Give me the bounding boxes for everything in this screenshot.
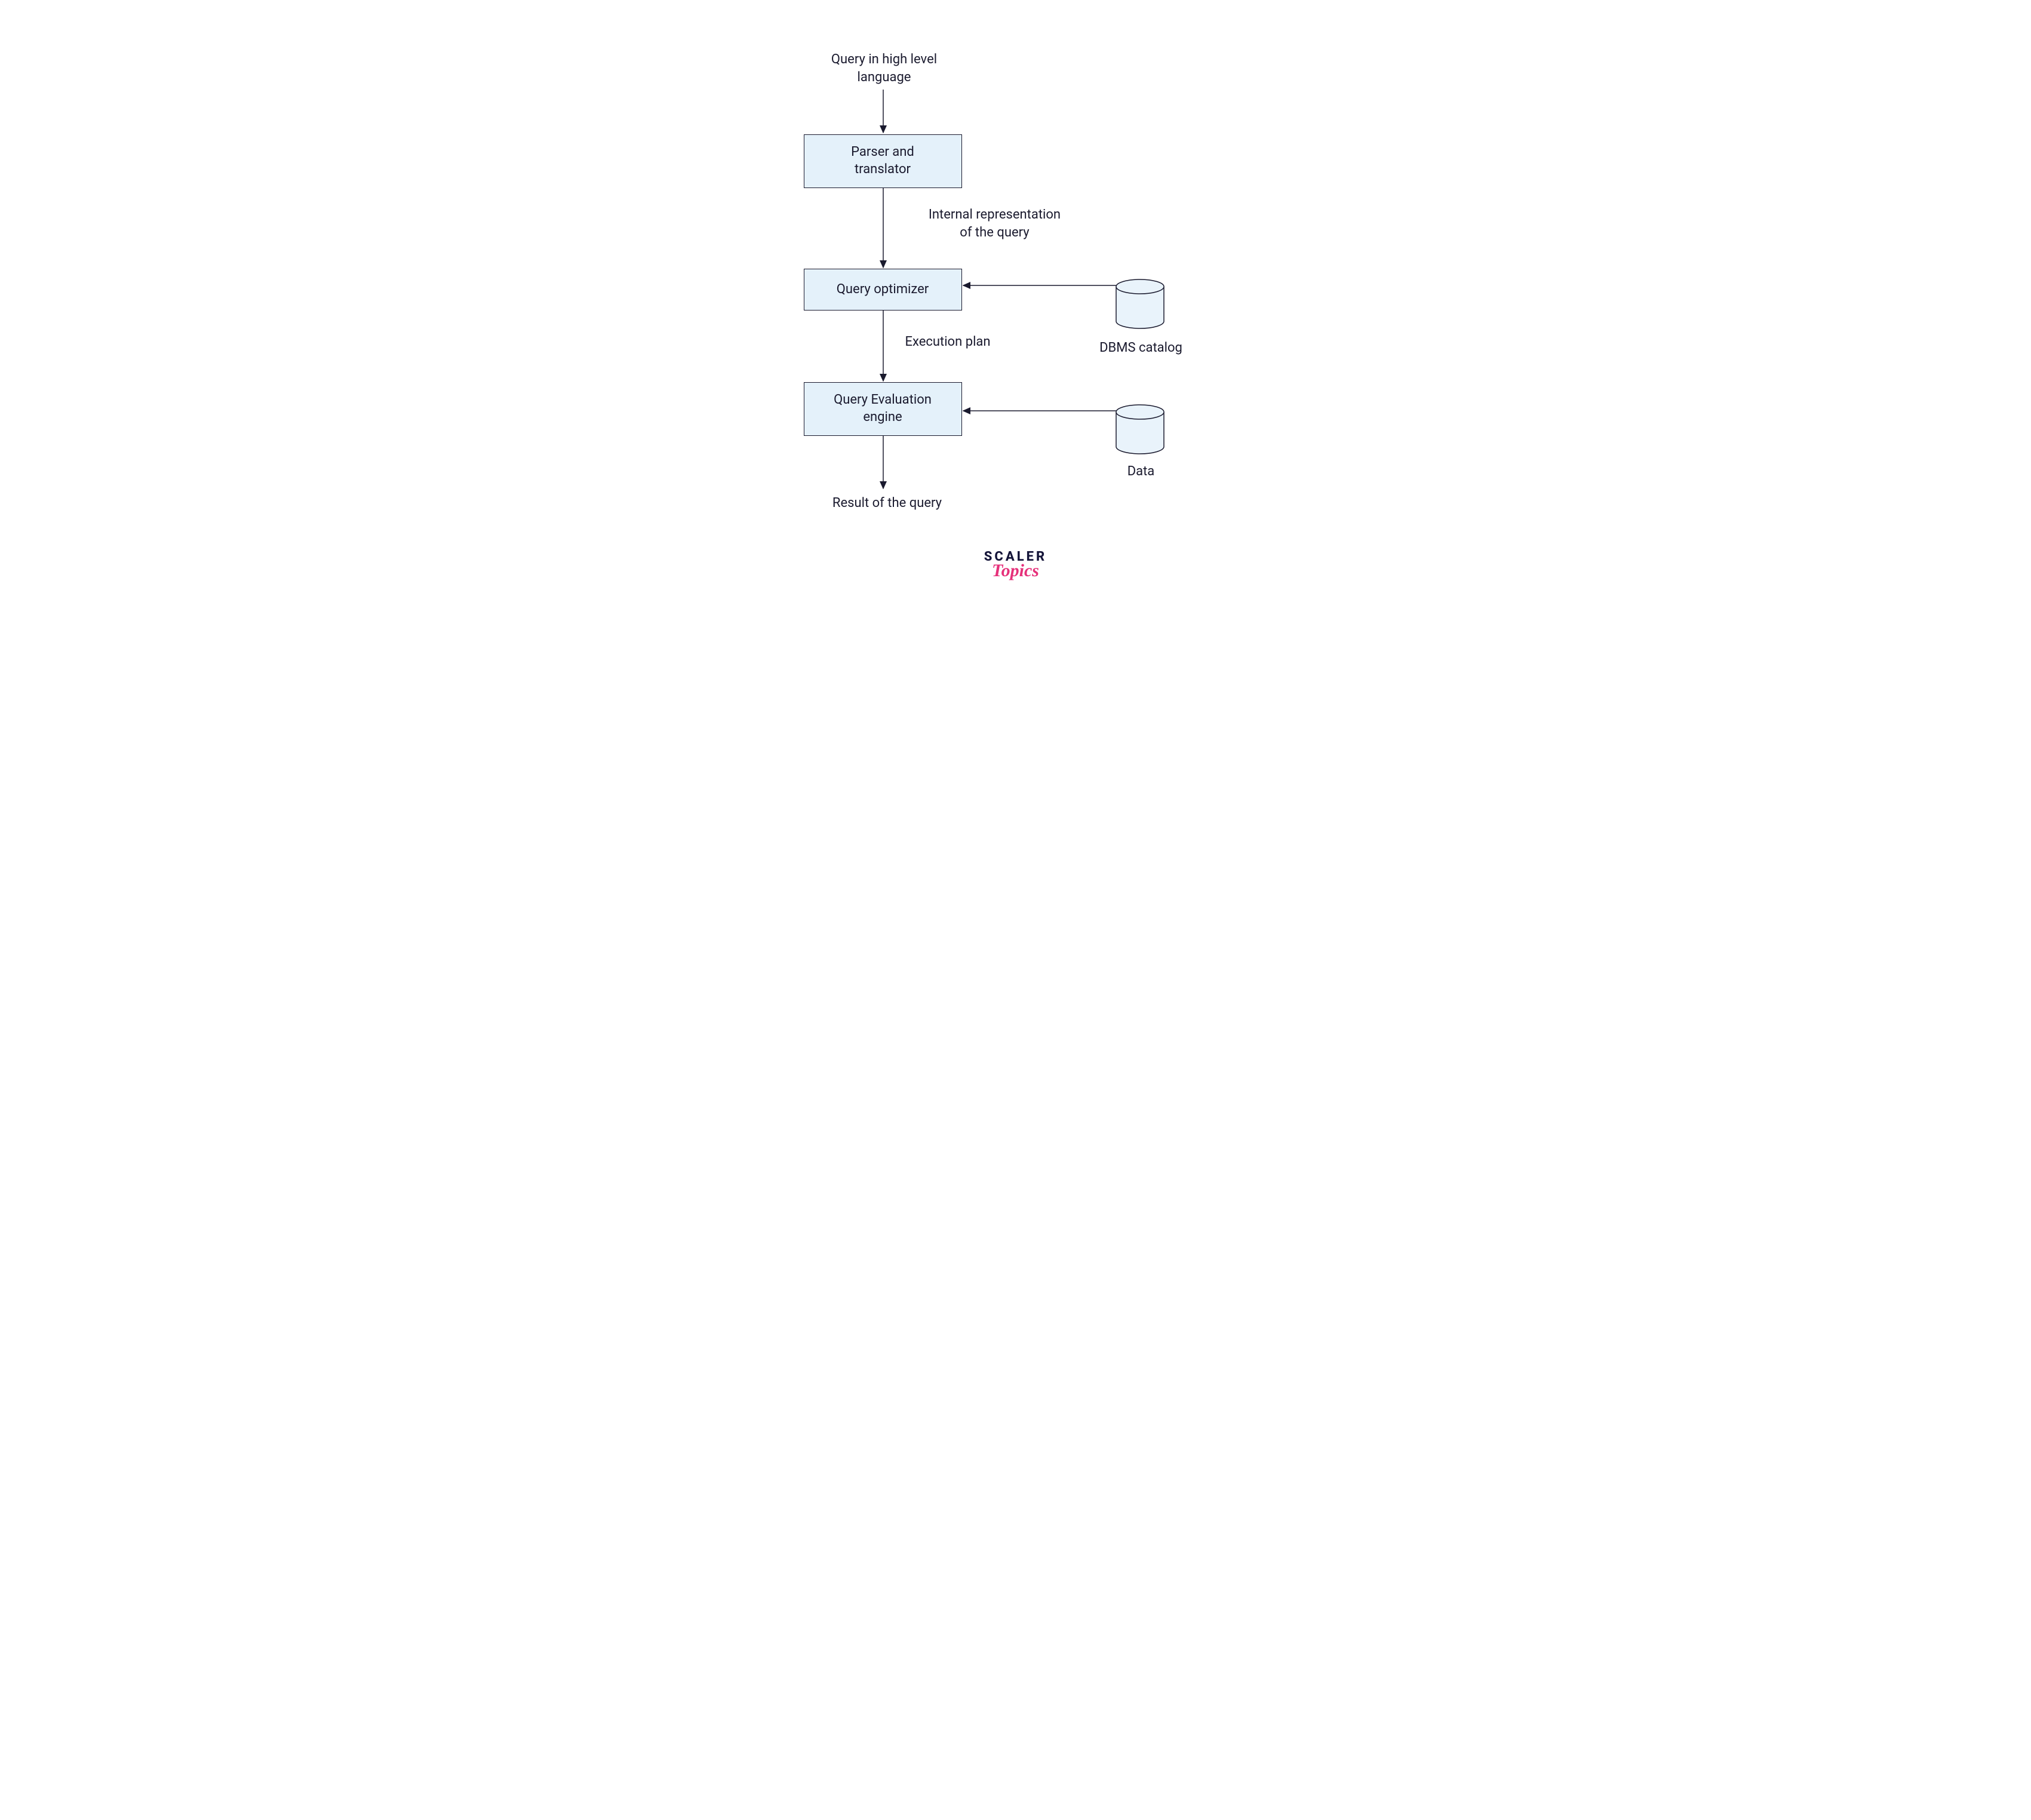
label-exec-plan: Execution plan [905, 333, 1025, 351]
label-result-text: Result of the query [832, 496, 942, 511]
scaler-logo: SCALER Topics [962, 549, 1070, 581]
cylinder-icon [1116, 405, 1164, 454]
box-parser-text: Parser andtranslator [851, 144, 914, 178]
label-dbms-catalog-text: DBMS catalog [1099, 340, 1182, 355]
label-exec-plan-text: Execution plan [905, 334, 991, 349]
label-internal-rep: Internal representationof the query [905, 206, 1084, 241]
label-input-text: Query in high levellanguage [831, 52, 937, 85]
label-result: Result of the query [822, 494, 953, 512]
box-eval-engine-text: Query Evaluationengine [834, 392, 932, 426]
cylinders-group [1116, 279, 1164, 454]
label-data-text: Data [1127, 464, 1155, 479]
box-optimizer: Query optimizer [804, 269, 962, 310]
logo-line2: Topics [962, 561, 1070, 581]
label-data: Data [1111, 463, 1171, 481]
label-input: Query in high levellanguage [807, 51, 962, 86]
label-internal-rep-text: Internal representationof the query [929, 207, 1061, 240]
box-optimizer-text: Query optimizer [837, 281, 929, 299]
svg-overlay [669, 0, 1362, 621]
flowchart-canvas: Query in high levellanguage Internal rep… [669, 0, 1362, 621]
cylinder-icon [1116, 279, 1164, 328]
box-parser: Parser andtranslator [804, 134, 962, 188]
box-eval-engine: Query Evaluationengine [804, 382, 962, 436]
label-dbms-catalog: DBMS catalog [1087, 339, 1195, 357]
